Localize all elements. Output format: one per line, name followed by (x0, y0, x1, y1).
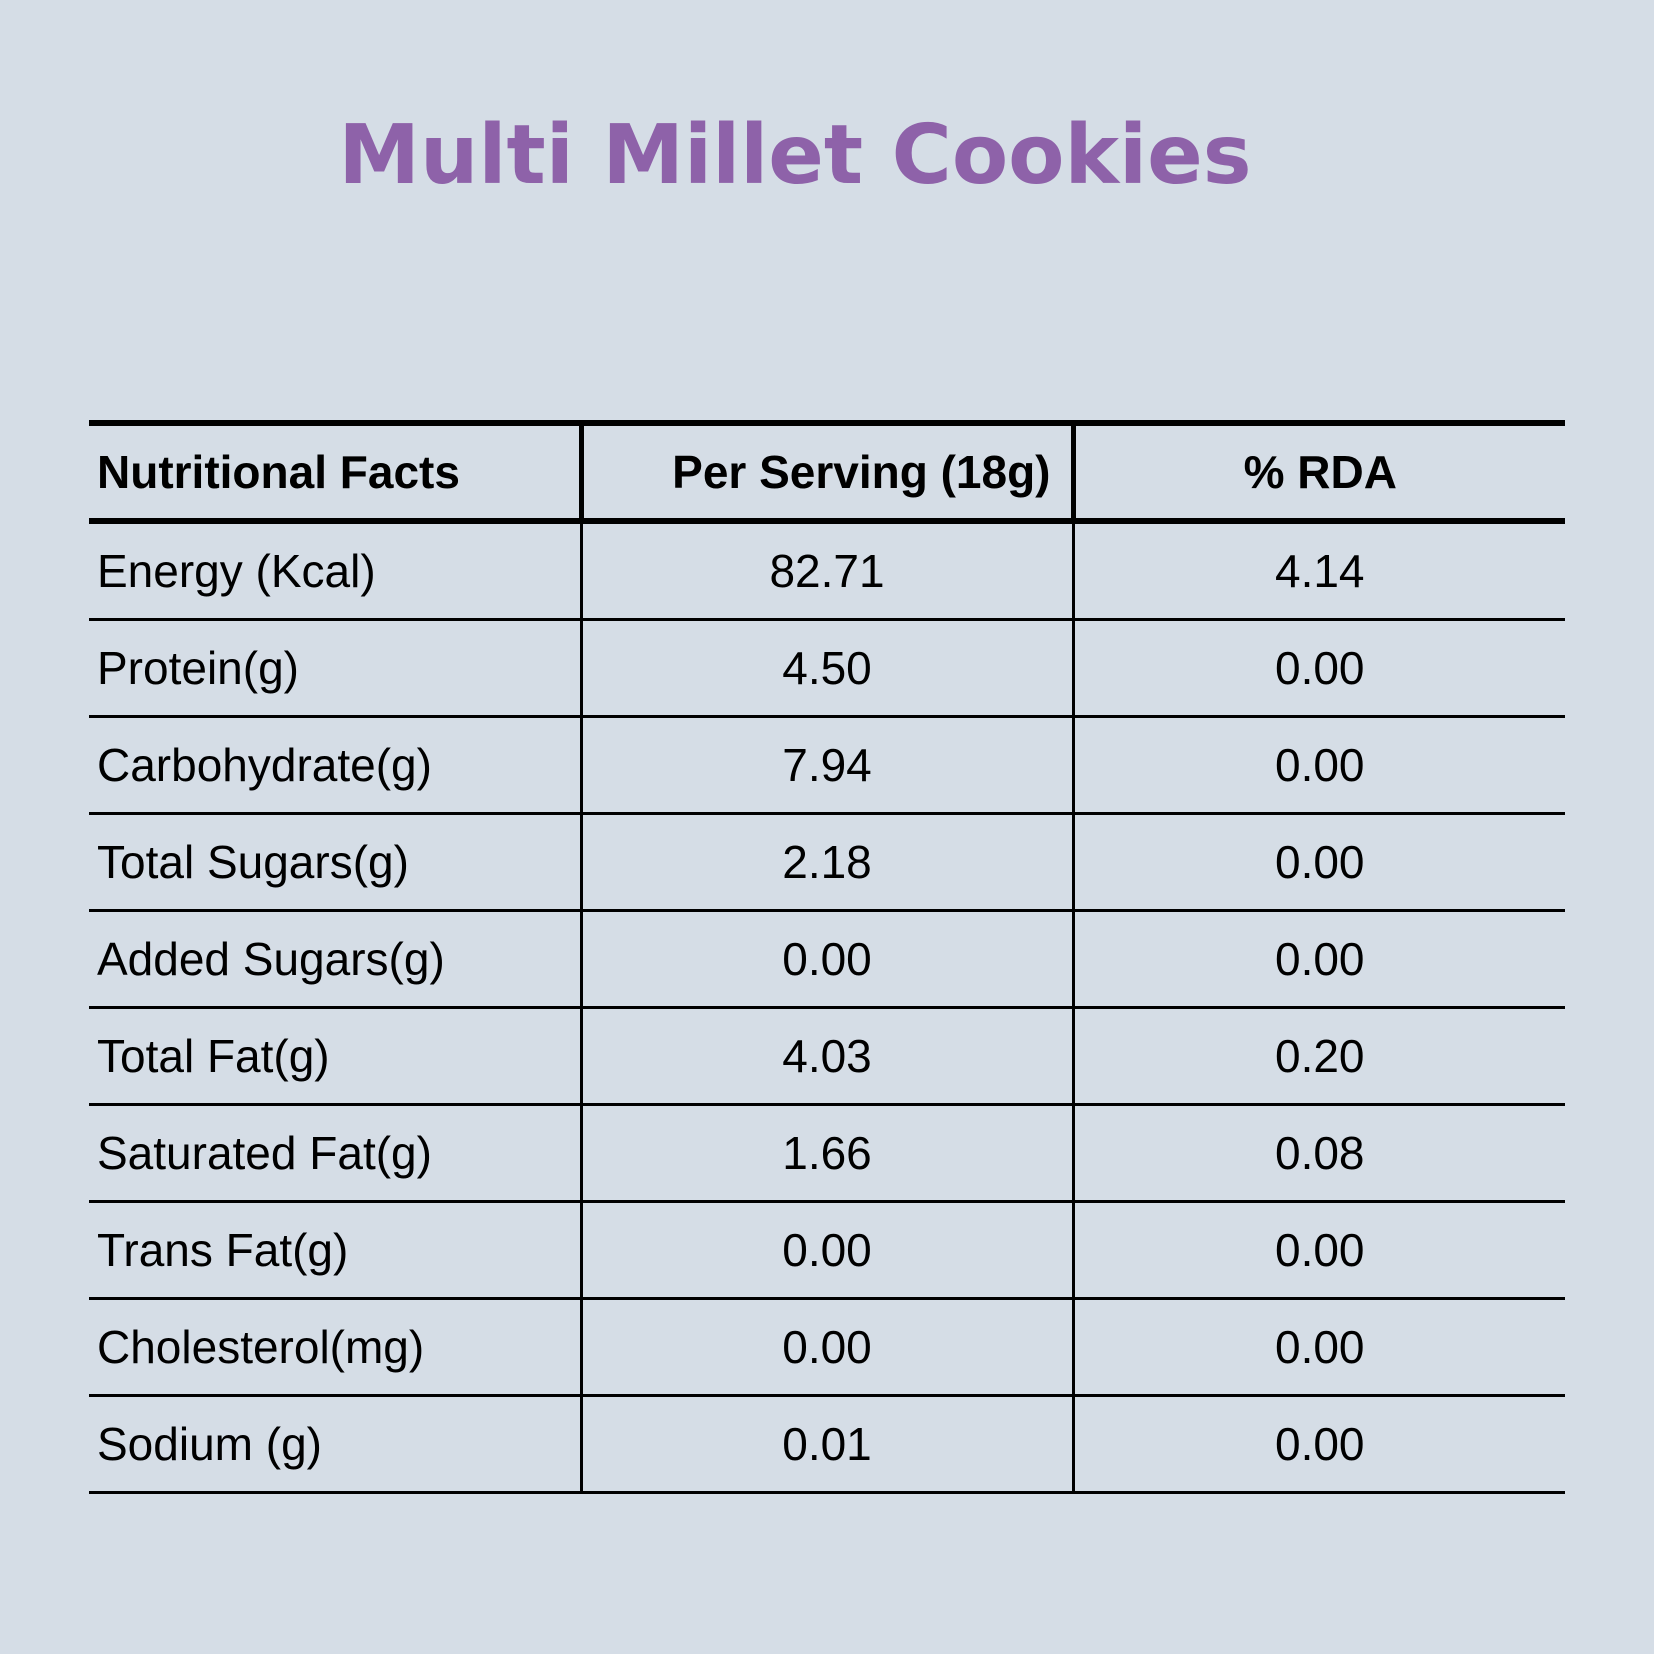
per-serving-value: 0.00 (581, 910, 1075, 1008)
rda-value: 4.14 (1274, 545, 1365, 597)
table-row: Sodium (g) 0.01 0.00 (89, 1395, 1565, 1493)
table-row: Total Sugars(g) 2.18 0.00 (89, 813, 1565, 911)
header-per-serving: Per Serving (18g) (581, 423, 1076, 521)
nutrition-table: Nutritional Facts Per Serving (18g) % RD… (89, 420, 1565, 1494)
table-row: Energy (Kcal) 82.71 4.14 (89, 521, 1565, 620)
nutrient-name: Cholesterol(mg) (89, 1298, 583, 1396)
nutrient-name: Total Sugars(g) (89, 813, 583, 911)
nutrient-name: Saturated Fat(g) (89, 1104, 583, 1202)
rda-value: 0.00 (1274, 739, 1365, 791)
per-serving-value: 7.94 (581, 716, 1075, 814)
per-serving-value: 0.01 (581, 1395, 1075, 1493)
table-row: Added Sugars(g) 0.00 0.00 (89, 910, 1565, 1008)
table-row: Total Fat(g) 4.03 0.20 (89, 1007, 1565, 1105)
rda-value: 0.08 (1274, 1127, 1365, 1179)
table-row: Saturated Fat(g) 1.66 0.08 (89, 1104, 1565, 1202)
nutrition-table-container: Nutritional Facts Per Serving (18g) % RD… (89, 420, 1565, 1494)
nutrient-name: Total Fat(g) (89, 1007, 583, 1105)
nutrient-name: Added Sugars(g) (89, 910, 583, 1008)
page-title: Multi Millet Cookies (338, 108, 1252, 203)
rda-value: 0.00 (1274, 642, 1365, 694)
per-serving-value: 82.71 (581, 521, 1075, 620)
per-serving-value: 4.03 (581, 1007, 1075, 1105)
table-row: Carbohydrate(g) 7.94 0.00 (89, 716, 1565, 814)
per-serving-value: 0.00 (581, 1298, 1075, 1396)
per-serving-value: 1.66 (581, 1104, 1075, 1202)
table-row: Protein(g) 4.50 0.00 (89, 619, 1565, 717)
rda-value: 0.00 (1274, 1418, 1365, 1470)
rda-value: 0.00 (1274, 933, 1365, 985)
nutrient-name: Carbohydrate(g) (89, 716, 583, 814)
rda-value: 0.00 (1274, 836, 1365, 888)
per-serving-value: 0.00 (581, 1201, 1075, 1299)
nutrient-name: Protein(g) (89, 619, 583, 717)
table-row: Cholesterol(mg) 0.00 0.00 (89, 1298, 1565, 1396)
table-header-row: Nutritional Facts Per Serving (18g) % RD… (89, 423, 1565, 521)
header-nutritional-facts: Nutritional Facts (89, 423, 584, 521)
nutrient-name: Trans Fat(g) (89, 1201, 583, 1299)
rda-value: 0.20 (1274, 1030, 1365, 1082)
per-serving-value: 4.50 (581, 619, 1075, 717)
nutrient-name: Energy (Kcal) (89, 521, 583, 620)
header-rda: % RDA (1243, 446, 1397, 498)
table-row: Trans Fat(g) 0.00 0.00 (89, 1201, 1565, 1299)
rda-value: 0.00 (1274, 1224, 1365, 1276)
per-serving-value: 2.18 (581, 813, 1075, 911)
nutrient-name: Sodium (g) (89, 1395, 583, 1493)
rda-value: 0.00 (1274, 1321, 1365, 1373)
